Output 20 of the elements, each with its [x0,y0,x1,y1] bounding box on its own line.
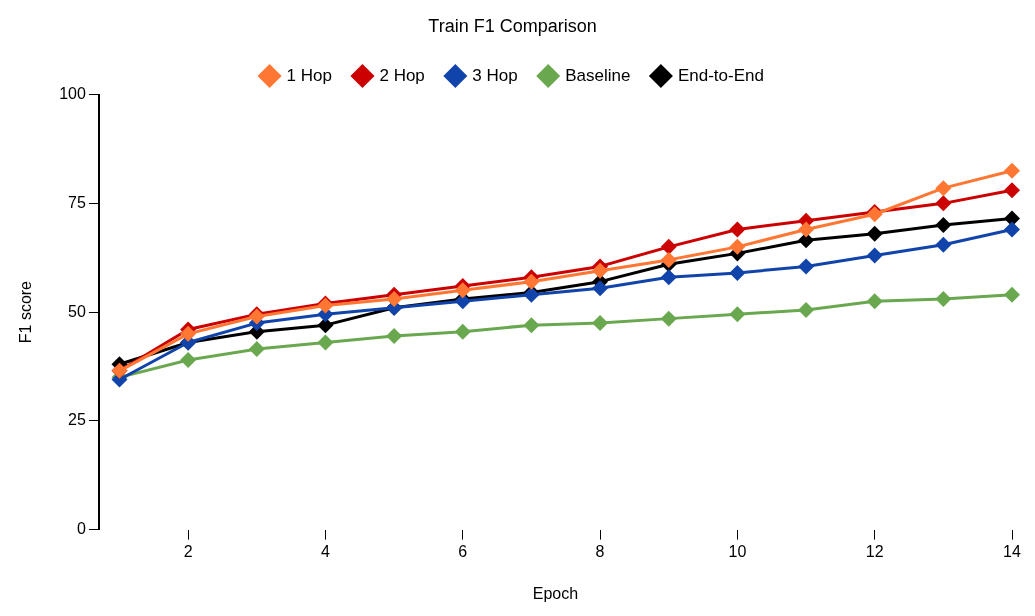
x-tick-label: 6 [458,542,468,560]
x-tick-label: 12 [865,542,884,560]
legend-label: 3 Hop [472,65,518,85]
y-tick-label: 25 [68,411,86,429]
x-tick-label: 8 [595,542,605,560]
legend-label: 1 Hop [286,65,332,85]
x-tick-label: 14 [1003,542,1021,560]
legend-label: Baseline [565,65,631,85]
y-tick-label: 100 [59,85,86,103]
y-tick-label: 50 [68,302,86,320]
y-tick-label: 0 [76,520,86,538]
x-axis-title: Epoch [532,584,579,602]
legend-label: End-to-End [677,65,764,85]
legend-label: 2 Hop [379,65,425,85]
chart-title: Train F1 Comparison [428,15,597,36]
x-tick-label: 2 [183,542,193,560]
y-tick-label: 75 [68,193,86,211]
x-tick-label: 10 [728,542,747,560]
x-tick-label: 4 [321,542,330,560]
y-axis-title: F1 score [17,280,35,344]
